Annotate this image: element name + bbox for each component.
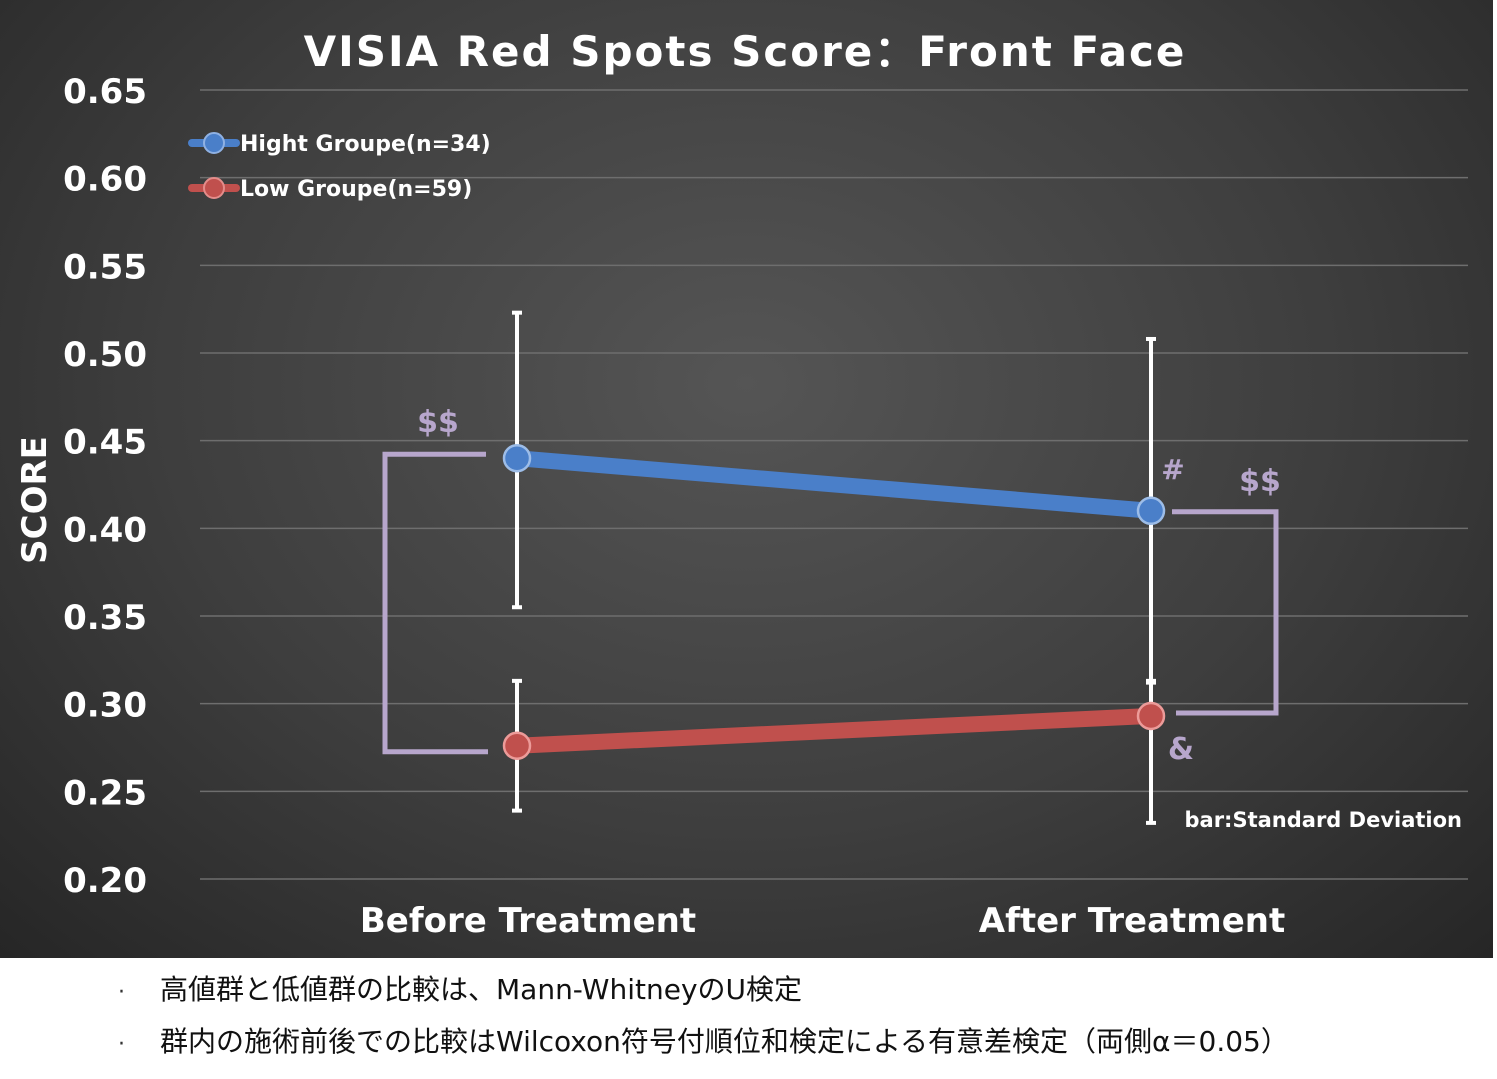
series-line-high: [516, 450, 1152, 519]
y-axis-label: SCORE: [15, 436, 55, 564]
footnote-text: 高値群と低値群の比較は、Mann-WhitneyのU検定: [160, 973, 803, 1006]
y-tick-label: 0.45: [63, 423, 147, 463]
high-after-mark: #: [1161, 453, 1184, 486]
footnote-2: · 群内の施術前後での比較はWilcoxon符号付順位和検定による有意差検定（両側…: [118, 1020, 1289, 1060]
footnote-bullet: ·: [118, 1032, 125, 1057]
data-point-high-before: [502, 443, 532, 473]
legend-swatch-marker-low: [203, 177, 225, 199]
legend-label-high: Hight Groupe(n=34): [240, 132, 491, 157]
x-tick-label-after: After Treatment: [979, 901, 1285, 941]
chart-title: VISIA Red Spots Score：Front Face: [304, 27, 1187, 76]
significance-bracket-before: [382, 451, 488, 755]
series-line-low: [516, 707, 1152, 754]
y-tick-label: 0.35: [63, 598, 147, 638]
data-point-low-before: [502, 731, 532, 760]
bracket-mark-before: $$: [417, 405, 459, 440]
y-tick-label: 0.50: [63, 335, 147, 375]
line-chart: 0.65 0.60 0.55 0.50 0.45 0.40 0.35 0.30 0.25 0.20…: [15, 27, 1468, 941]
chart-panel: 0.65 0.60 0.55 0.50 0.45 0.40 0.35 0.30 0.25 0.20…: [0, 0, 1493, 958]
y-tick-label: 0.55: [63, 247, 147, 287]
footnote-text: 群内の施術前後での比較はWilcoxon符号付順位和検定による有意差検定（両側α…: [160, 1025, 1289, 1058]
legend-label-low: Low Groupe(n=59): [240, 177, 472, 202]
low-after-mark: &: [1168, 732, 1194, 767]
y-tick-label: 0.25: [63, 773, 147, 813]
y-tick-label: 0.40: [63, 510, 147, 550]
legend-swatch-marker-high: [203, 132, 225, 154]
y-tick-label: 0.60: [63, 160, 147, 200]
y-tick-label: 0.30: [63, 686, 147, 726]
bracket-mark-after: $$: [1239, 464, 1281, 499]
legend: Hight Groupe(n=34) Low Groupe(n=59): [188, 132, 491, 202]
footnote-1: · 高値群と低値群の比較は、Mann-WhitneyのU検定: [118, 968, 802, 1008]
y-tick-label: 0.65: [63, 72, 147, 112]
data-point-low-after: [1136, 701, 1166, 731]
significance-bracket-after: [1172, 509, 1279, 716]
sd-bar-note: bar:Standard Deviation: [1185, 808, 1463, 832]
data-point-high-after: [1136, 496, 1166, 526]
y-tick-label: 0.20: [63, 861, 147, 901]
footnote-bullet: ·: [118, 980, 125, 1005]
x-tick-label-before: Before Treatment: [360, 901, 696, 941]
